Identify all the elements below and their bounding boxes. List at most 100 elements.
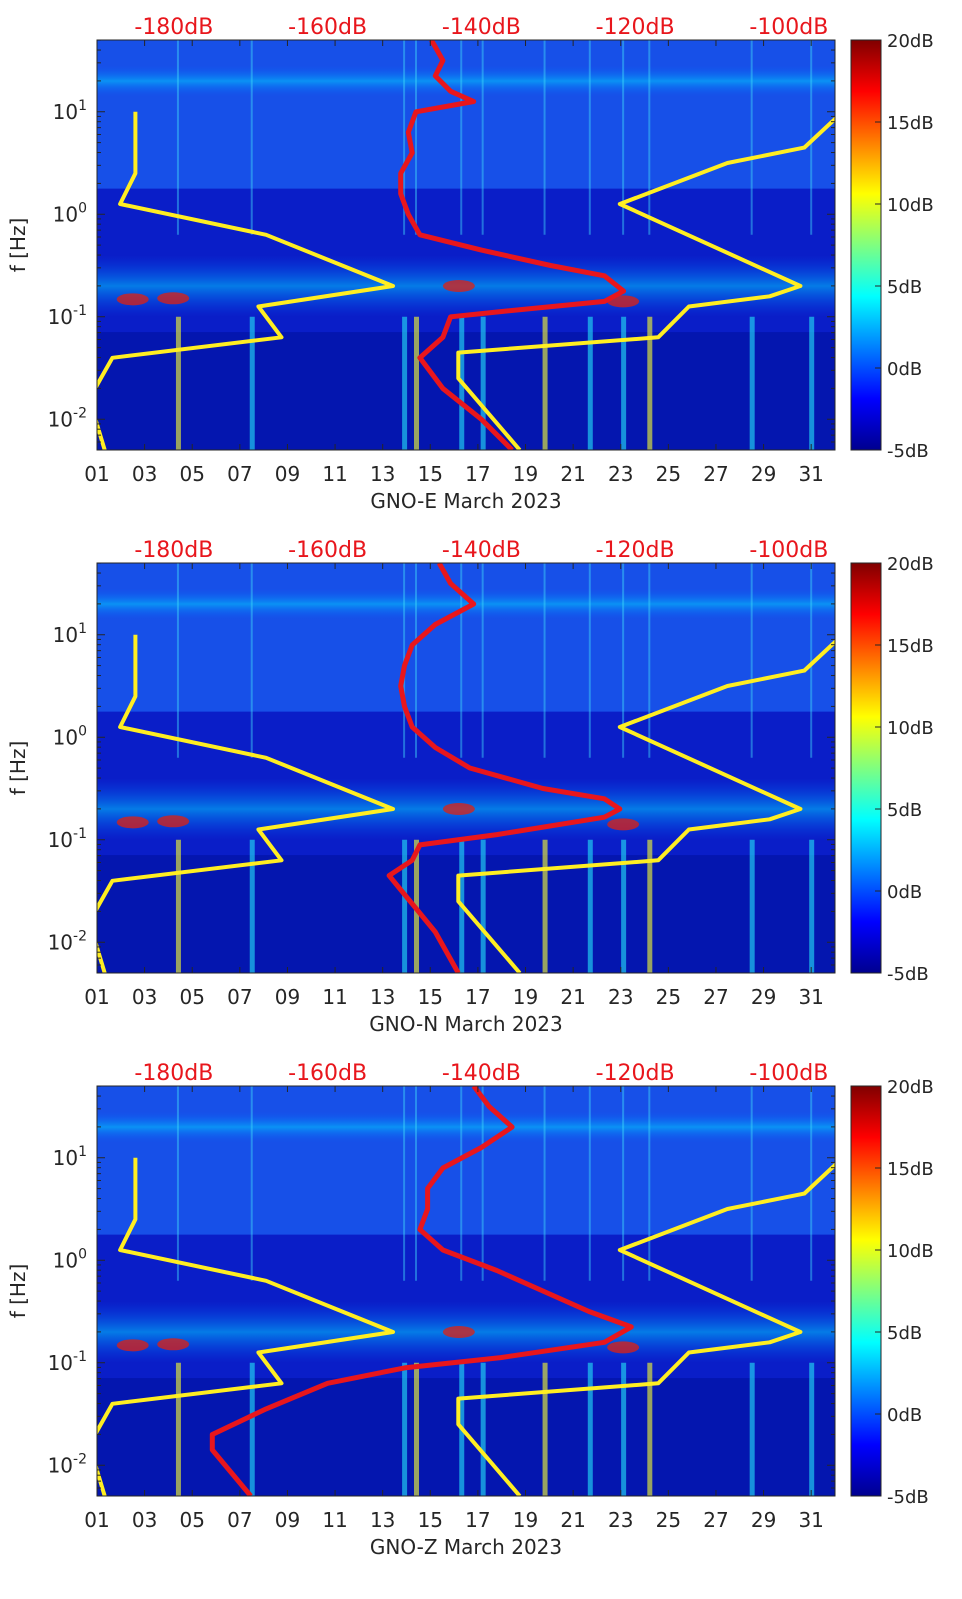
colorbar: -5dB 0dB 5dB 10dB 15dB 20dB — [850, 1077, 934, 1508]
spectrogram-image — [97, 40, 835, 450]
noise-model-line — [97, 1157, 395, 1496]
x-tick-label: 31 — [798, 462, 823, 486]
y-tick-label: 10-2 — [48, 1451, 87, 1477]
spectrogram-image — [97, 563, 835, 973]
x-tick-label: 17 — [465, 985, 490, 1009]
db-axis-label: -160dB — [288, 15, 367, 40]
y-tick-label: 100 — [53, 1246, 87, 1272]
x-tick-label: 11 — [322, 985, 347, 1009]
x-tick-label: 07 — [227, 1508, 252, 1532]
db-axis-label: -120dB — [596, 1061, 675, 1086]
y-tick-label: 10-1 — [48, 826, 87, 852]
colorbar-tick-label: 20dB — [887, 31, 934, 52]
x-tick-label: 25 — [656, 462, 681, 486]
y-tick-label: 100 — [53, 723, 87, 749]
x-tick-label: 25 — [656, 985, 681, 1009]
x-tick-label: 09 — [275, 1508, 300, 1532]
x-tick-label: 21 — [560, 1508, 585, 1532]
colorbar-tick-label: -5dB — [887, 964, 929, 985]
db-axis-label: -160dB — [288, 1061, 367, 1086]
y-tick-label: 101 — [53, 621, 87, 647]
colorbar-tick-label: 10dB — [887, 195, 934, 216]
psd-median-line — [209, 1086, 634, 1496]
x-tick-label: 11 — [322, 462, 347, 486]
db-axis-label: -100dB — [749, 1061, 828, 1086]
colorbar-tick-label: 15dB — [887, 1159, 934, 1180]
x-tick-label: 09 — [275, 985, 300, 1009]
colorbar-tick-label: 20dB — [887, 1077, 934, 1098]
x-tick-label: 05 — [179, 985, 204, 1009]
x-tick-label: 29 — [751, 985, 776, 1009]
x-tick-label: 03 — [132, 462, 157, 486]
db-axis-label: -140dB — [442, 1061, 521, 1086]
db-axis-label: -160dB — [288, 538, 367, 563]
x-tick-label: 13 — [370, 462, 395, 486]
x-tick-label: 19 — [513, 462, 538, 486]
x-tick-label: 07 — [227, 462, 252, 486]
x-tick-label: 01 — [84, 985, 109, 1009]
colorbar: -5dB 0dB 5dB 10dB 15dB 20dB — [850, 31, 934, 462]
colorbar-tick-label: 5dB — [887, 1323, 922, 1344]
colorbar-tick-label: 10dB — [887, 718, 934, 739]
colorbar-tick-label: 15dB — [887, 636, 934, 657]
y-tick-label: 100 — [53, 200, 87, 226]
x-tick-label: 23 — [608, 462, 633, 486]
x-tick-label: 21 — [560, 985, 585, 1009]
colorbar-tick-label: 0dB — [887, 359, 922, 380]
x-axis-title: GNO-Z March 2023 — [370, 1535, 562, 1559]
y-tick-label: 10-2 — [48, 405, 87, 431]
x-tick-label: 09 — [275, 462, 300, 486]
y-axis-title: f [Hz] — [6, 1264, 30, 1319]
x-tick-label: 19 — [513, 985, 538, 1009]
noise-model-line — [456, 1162, 835, 1496]
y-tick-label: 101 — [53, 1144, 87, 1170]
x-tick-label: 05 — [179, 462, 204, 486]
db-axis-label: -140dB — [442, 538, 521, 563]
x-tick-label: 27 — [703, 1508, 728, 1532]
db-axis-label: -180dB — [134, 15, 213, 40]
x-tick-label: 03 — [132, 1508, 157, 1532]
x-tick-label: 29 — [751, 462, 776, 486]
x-axis-title: GNO-E March 2023 — [370, 489, 561, 513]
x-tick-label: 01 — [84, 1508, 109, 1532]
x-tick-label: 01 — [84, 462, 109, 486]
x-tick-label: 17 — [465, 462, 490, 486]
db-axis-label: -180dB — [134, 1061, 213, 1086]
x-tick-label: 31 — [798, 985, 823, 1009]
y-tick-label: 101 — [53, 98, 87, 124]
y-tick-label: 10-2 — [48, 928, 87, 954]
x-tick-label: 29 — [751, 1508, 776, 1532]
x-tick-label: 21 — [560, 462, 585, 486]
colorbar-tick-label: 5dB — [887, 800, 922, 821]
x-tick-label: 25 — [656, 1508, 681, 1532]
x-tick-label: 15 — [418, 985, 443, 1009]
psd-median-line — [386, 563, 623, 973]
spectrogram-panel: 01 03 05 07 09 11 13 15 17 19 21 23 25 27 29 31 10-2 10-1… — [6, 1061, 934, 1559]
psd-median-line — [398, 40, 627, 450]
y-axis-title: f [Hz] — [6, 741, 30, 796]
x-tick-label: 19 — [513, 1508, 538, 1532]
spectrogram-panel: 01 03 05 07 09 11 13 15 17 19 21 23 25 27 29 31 10-2 10-1… — [6, 538, 934, 1036]
colorbar-tick-label: 5dB — [887, 277, 922, 298]
x-tick-label: 13 — [370, 1508, 395, 1532]
x-tick-label: 13 — [370, 985, 395, 1009]
colorbar-tick-label: -5dB — [887, 1487, 929, 1508]
x-tick-label: 17 — [465, 1508, 490, 1532]
colorbar-tick-label: -5dB — [887, 441, 929, 462]
x-tick-label: 15 — [418, 462, 443, 486]
x-tick-label: 27 — [703, 462, 728, 486]
noise-model-line — [97, 634, 395, 973]
colorbar-tick-label: 0dB — [887, 882, 922, 903]
noise-model-line — [456, 116, 835, 450]
x-axis-title: GNO-N March 2023 — [369, 1012, 563, 1036]
x-tick-label: 31 — [798, 1508, 823, 1532]
colorbar-tick-label: 0dB — [887, 1405, 922, 1426]
db-axis-label: -120dB — [596, 538, 675, 563]
x-tick-label: 23 — [608, 1508, 633, 1532]
x-tick-label: 03 — [132, 985, 157, 1009]
y-tick-label: 10-1 — [48, 303, 87, 329]
db-axis-label: -100dB — [749, 538, 828, 563]
db-axis-label: -140dB — [442, 15, 521, 40]
y-tick-label: 10-1 — [48, 1349, 87, 1375]
